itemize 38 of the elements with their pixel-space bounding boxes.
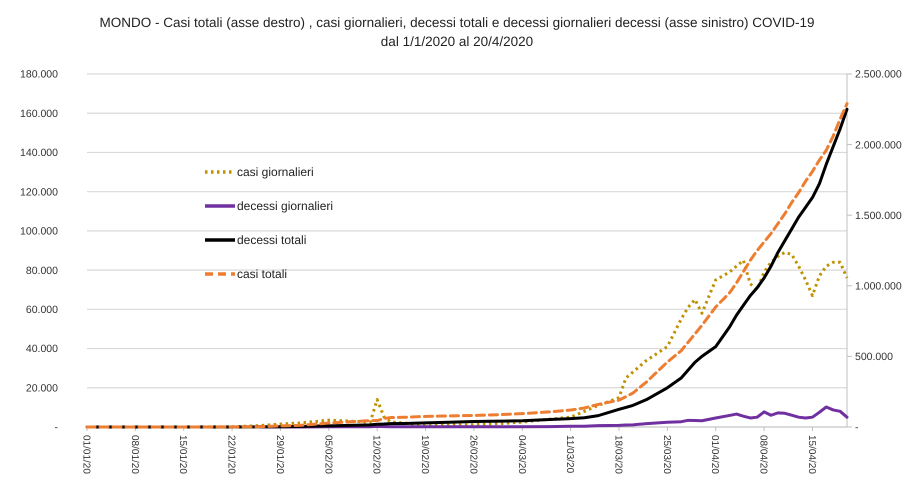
- y-tick-label: 40.000: [26, 343, 58, 356]
- y-tick-label: 20.000: [26, 382, 58, 394]
- x-tick-label: 19/02/20: [419, 435, 430, 474]
- x-tick-label: 05/02/20: [322, 435, 334, 474]
- x-tick-label: 01/04/20: [709, 435, 720, 474]
- x-tick-label: 15/01/20: [177, 435, 188, 474]
- y2-tick-label: 2.000.000: [855, 139, 902, 152]
- y2-tick-label: 500.000: [855, 351, 894, 364]
- y2-tick-label: 1.500.000: [855, 210, 902, 222]
- y-tick-label: 100.000: [20, 226, 58, 238]
- legend-label: casi giornalieri: [237, 165, 314, 180]
- x-tick-label: 29/01/20: [274, 435, 285, 474]
- x-tick-label: 26/02/20: [467, 435, 478, 474]
- x-tick-label: 18/03/20: [612, 435, 624, 474]
- chart-subtitle: dal 1/1/2020 al 20/4/2020: [380, 34, 534, 49]
- x-tick-label: 08/04/20: [758, 435, 769, 474]
- x-tick-label: 01/01/20: [80, 435, 92, 474]
- y-tick-label: 120.000: [20, 186, 58, 198]
- legend-label: decessi totali: [237, 233, 306, 248]
- y2-tick-label: 1.000.000: [855, 280, 902, 292]
- y-tick-label: 80.000: [26, 264, 58, 277]
- x-tick-label: 25/03/20: [660, 435, 672, 474]
- x-tick-label: 04/03/20: [516, 435, 527, 474]
- x-tick-label: 15/04/20: [806, 435, 817, 474]
- y-tick-label: 160.000: [20, 108, 58, 120]
- y-tick-label: 180.000: [20, 68, 58, 81]
- x-tick-label: 11/03/20: [564, 435, 576, 474]
- y-tick-label: 140.000: [20, 147, 58, 160]
- y-tick-label: -: [54, 422, 58, 434]
- x-tick-label: 12/02/20: [370, 435, 382, 474]
- y2-tick-label: -: [855, 422, 859, 434]
- chart-title: MONDO - Casi totali (asse destro) , casi giornalieri, decessi totali e decessi giornalieri decessi (asse sinistro) COVID-19: [100, 15, 814, 30]
- x-tick-label: 08/01/20: [128, 435, 140, 474]
- x-tick-label: 22/01/20: [226, 435, 237, 474]
- y2-tick-label: 2.500.000: [855, 68, 902, 81]
- legend-label: decessi giornalieri: [237, 199, 334, 214]
- y-tick-label: 60.000: [26, 304, 58, 316]
- legend-label: casi totali: [237, 267, 288, 282]
